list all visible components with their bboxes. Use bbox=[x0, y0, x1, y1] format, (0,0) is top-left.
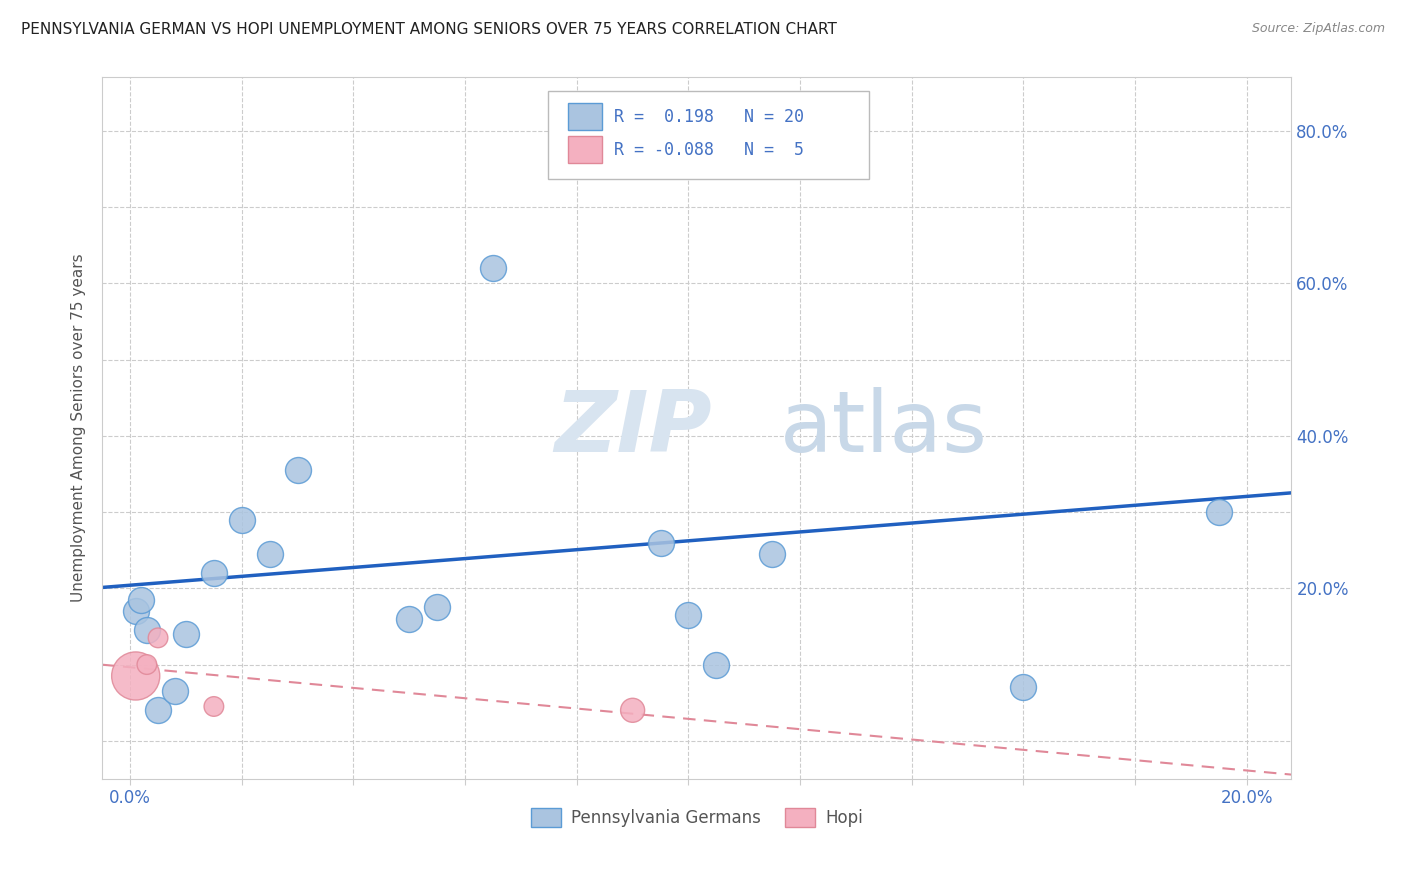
Text: R = -0.088   N =  5: R = -0.088 N = 5 bbox=[613, 141, 804, 159]
Point bbox=[146, 703, 169, 717]
Point bbox=[426, 600, 449, 615]
Point bbox=[202, 699, 225, 714]
Text: atlas: atlas bbox=[780, 386, 988, 470]
Legend: Pennsylvania Germans, Hopi: Pennsylvania Germans, Hopi bbox=[524, 801, 870, 834]
Point bbox=[650, 535, 672, 549]
Point bbox=[761, 547, 783, 561]
Text: R =  0.198   N = 20: R = 0.198 N = 20 bbox=[613, 108, 804, 126]
FancyBboxPatch shape bbox=[568, 103, 602, 130]
FancyBboxPatch shape bbox=[548, 92, 869, 179]
Point bbox=[1208, 505, 1230, 519]
Point bbox=[621, 703, 644, 717]
Point bbox=[202, 566, 225, 580]
Point bbox=[678, 607, 700, 622]
Point bbox=[146, 631, 169, 645]
Point bbox=[287, 463, 309, 477]
Text: PENNSYLVANIA GERMAN VS HOPI UNEMPLOYMENT AMONG SENIORS OVER 75 YEARS CORRELATION: PENNSYLVANIA GERMAN VS HOPI UNEMPLOYMENT… bbox=[21, 22, 837, 37]
Point bbox=[398, 612, 420, 626]
Point bbox=[706, 657, 728, 672]
Point bbox=[482, 261, 505, 276]
Point bbox=[125, 604, 148, 618]
Point bbox=[231, 513, 253, 527]
Point bbox=[135, 657, 157, 672]
Point bbox=[259, 547, 281, 561]
Point bbox=[1012, 681, 1035, 695]
Point bbox=[174, 627, 197, 641]
Point bbox=[621, 124, 644, 138]
Point bbox=[125, 669, 148, 683]
Y-axis label: Unemployment Among Seniors over 75 years: Unemployment Among Seniors over 75 years bbox=[72, 254, 86, 602]
Point bbox=[129, 592, 152, 607]
Text: Source: ZipAtlas.com: Source: ZipAtlas.com bbox=[1251, 22, 1385, 36]
Point bbox=[163, 684, 186, 698]
Point bbox=[135, 624, 157, 638]
FancyBboxPatch shape bbox=[568, 136, 602, 163]
Text: ZIP: ZIP bbox=[554, 386, 711, 470]
